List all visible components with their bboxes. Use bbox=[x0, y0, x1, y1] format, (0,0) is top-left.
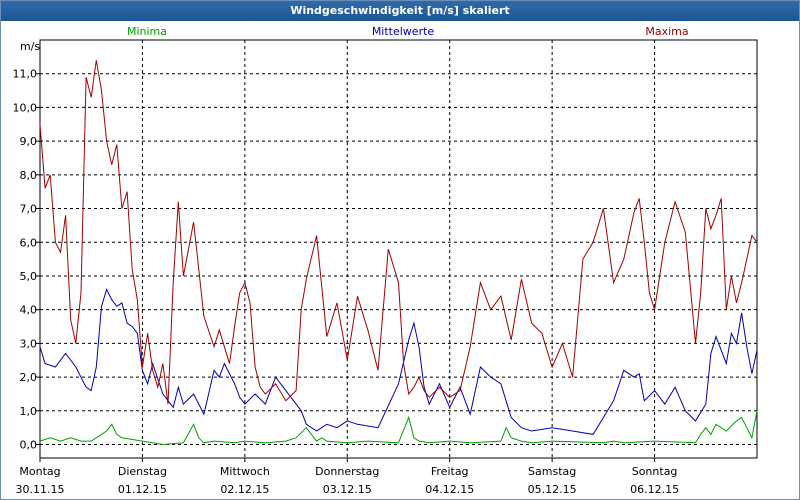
x-day-label: Mittwoch bbox=[220, 465, 270, 478]
legend-entry: Maxima bbox=[645, 25, 688, 38]
x-day-label: Donnerstag bbox=[315, 465, 379, 478]
y-tick-label: 7,0 bbox=[20, 203, 38, 216]
y-tick-label: 5,0 bbox=[20, 270, 38, 283]
chart-title: Windgeschwindigkeit [m/s] skaliert bbox=[1, 1, 799, 21]
y-axis: 0,0 1,0 2,0 3,0 4,0 5,0 6,0 7,0 8,0 9,0 10,0 11,0 m/… bbox=[13, 40, 41, 452]
x-date-label: 30.11.15 bbox=[16, 483, 65, 496]
x-date-label: 06.12.15 bbox=[630, 483, 679, 496]
y-tick-label: 0,0 bbox=[20, 439, 38, 452]
y-tick-label: 4,0 bbox=[20, 304, 38, 317]
x-date-label: 03.12.15 bbox=[323, 483, 372, 496]
series-line-mittelwerte bbox=[39, 288, 758, 435]
x-date-label: 04.12.15 bbox=[425, 483, 474, 496]
x-day-label: Samstag bbox=[528, 465, 576, 478]
legend-entry: Minima bbox=[127, 25, 167, 38]
y-tick-label: 6,0 bbox=[20, 236, 38, 249]
x-axis: Montag 30.11.15 Dienstag 01.12.15 Mittwoch 02… bbox=[16, 458, 679, 496]
x-day-label: Montag bbox=[19, 465, 60, 478]
series-line-minima bbox=[39, 410, 758, 446]
y-tick-label: 8,0 bbox=[20, 169, 38, 182]
y-tick-label: 3,0 bbox=[20, 337, 38, 350]
series-lines bbox=[39, 60, 758, 446]
x-date-label: 05.12.15 bbox=[528, 483, 577, 496]
y-tick-label: 1,0 bbox=[20, 405, 38, 418]
legend: Minima Mittelwerte Maxima bbox=[127, 25, 689, 38]
x-day-label: Dienstag bbox=[118, 465, 167, 478]
y-tick-label: 10,0 bbox=[13, 101, 38, 114]
series-line-maxima bbox=[39, 60, 758, 405]
x-date-label: 02.12.15 bbox=[220, 483, 269, 496]
x-day-label: Sonntag bbox=[632, 465, 678, 478]
x-day-label: Freitag bbox=[431, 465, 469, 478]
y-tick-label: 11,0 bbox=[13, 68, 38, 81]
y-tick-label: 9,0 bbox=[20, 135, 38, 148]
x-date-label: 01.12.15 bbox=[118, 483, 167, 496]
y-tick-label: 2,0 bbox=[20, 371, 38, 384]
legend-entry: Mittelwerte bbox=[372, 25, 435, 38]
y-axis-label: m/s bbox=[20, 40, 40, 53]
grid-lines bbox=[40, 40, 757, 458]
plot-area bbox=[39, 39, 758, 459]
